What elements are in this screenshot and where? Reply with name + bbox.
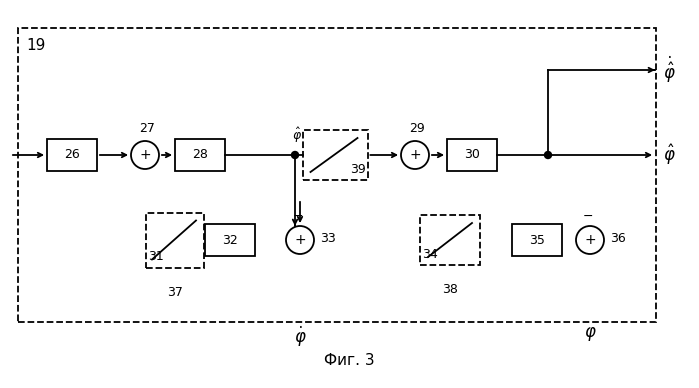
Text: 27: 27: [139, 122, 155, 135]
Bar: [47, 139, 97, 171]
Text: 38: 38: [442, 283, 458, 296]
Text: $\hat{\varphi}$: $\hat{\varphi}$: [663, 143, 676, 167]
Text: −: −: [293, 210, 303, 223]
Text: 28: 28: [192, 149, 208, 161]
Bar: [175, 139, 225, 171]
Bar: [146, 213, 204, 267]
Bar: [512, 224, 562, 256]
Text: 30: 30: [464, 149, 480, 161]
Text: 31: 31: [148, 251, 164, 263]
Text: 26: 26: [64, 149, 80, 161]
Bar: [420, 215, 480, 265]
Text: $\hat{\varphi}$: $\hat{\varphi}$: [292, 126, 302, 145]
Text: $\dot{\hat{\varphi}}$: $\dot{\hat{\varphi}}$: [663, 55, 676, 85]
Text: 36: 36: [610, 232, 626, 244]
Text: 32: 32: [222, 234, 238, 246]
Bar: [18, 28, 656, 322]
Text: +: +: [139, 148, 151, 162]
Bar: [205, 224, 255, 256]
Text: 39: 39: [350, 163, 366, 176]
Text: +: +: [294, 233, 306, 247]
Bar: [447, 139, 497, 171]
Text: −: −: [583, 210, 593, 223]
Text: 37: 37: [167, 286, 183, 298]
Text: 35: 35: [529, 234, 545, 246]
Text: 19: 19: [26, 38, 45, 53]
Bar: [303, 130, 368, 180]
Text: $\dot{\varphi}$: $\dot{\varphi}$: [294, 325, 306, 349]
Text: +: +: [409, 148, 421, 162]
Text: 33: 33: [320, 232, 336, 244]
Text: +: +: [584, 233, 596, 247]
Circle shape: [545, 151, 552, 159]
Text: $\varphi$: $\varphi$: [584, 325, 596, 343]
Text: 29: 29: [409, 122, 425, 135]
Text: Фиг. 3: Фиг. 3: [324, 353, 375, 368]
Circle shape: [291, 151, 298, 159]
Text: 34: 34: [422, 248, 438, 261]
